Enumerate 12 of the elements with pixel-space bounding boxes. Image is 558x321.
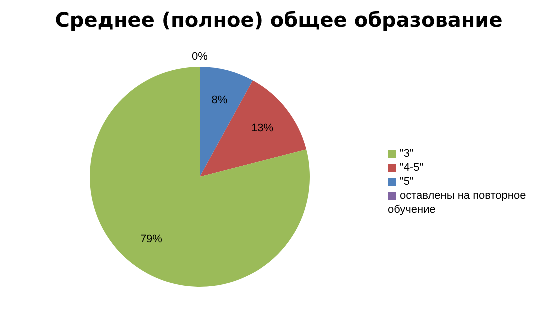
legend-label: "5" — [400, 176, 414, 188]
data-label: 13% — [252, 122, 274, 134]
chart-title: Среднее (полное) общее образование — [54, 7, 504, 34]
legend-label: оставлены на повторное обучение — [388, 190, 526, 216]
text: 0% — [192, 51, 208, 63]
data-label: 8% — [212, 94, 228, 106]
data-label: 79% — [140, 234, 163, 246]
pie-slice — [200, 80, 307, 177]
pie-slice — [90, 67, 310, 287]
legend-label: "3" — [400, 148, 414, 160]
pie-slice — [200, 67, 253, 177]
legend-label: "4-5" — [400, 162, 424, 174]
